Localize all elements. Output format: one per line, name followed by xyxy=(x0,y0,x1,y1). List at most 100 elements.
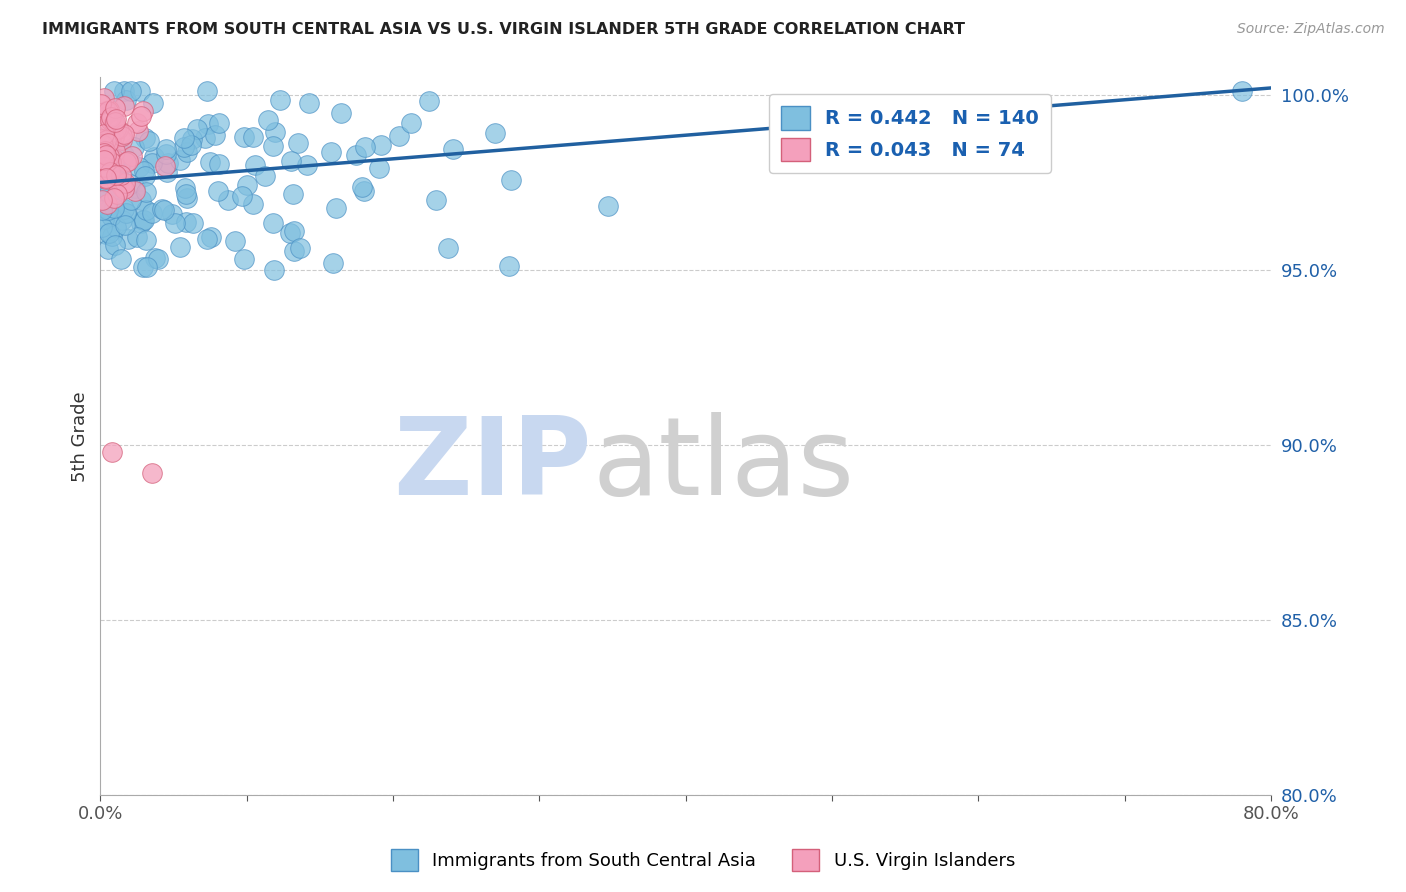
Point xyxy=(112,85,135,99)
Point xyxy=(107,173,129,187)
Point xyxy=(295,158,318,172)
Point xyxy=(108,161,131,175)
Point xyxy=(98,226,121,240)
Point xyxy=(350,179,373,194)
Point xyxy=(94,145,117,159)
Point xyxy=(354,140,377,154)
Point xyxy=(90,132,112,146)
Point xyxy=(135,202,157,217)
Point xyxy=(141,156,163,170)
Point xyxy=(181,131,204,145)
Point xyxy=(103,116,125,130)
Point xyxy=(117,154,139,169)
Point xyxy=(111,129,134,144)
Point xyxy=(322,256,344,270)
Point xyxy=(152,202,174,217)
Point xyxy=(134,131,156,145)
Point xyxy=(103,202,125,216)
Point xyxy=(160,207,183,221)
Point xyxy=(110,168,132,182)
Point xyxy=(242,197,264,211)
Legend: R = 0.442   N = 140, R = 0.043   N = 74: R = 0.442 N = 140, R = 0.043 N = 74 xyxy=(769,95,1050,173)
Point xyxy=(98,103,121,117)
Point xyxy=(112,127,135,141)
Point xyxy=(368,161,391,176)
Point xyxy=(90,139,112,153)
Point xyxy=(437,241,460,255)
Point xyxy=(121,149,143,163)
Point xyxy=(325,202,347,216)
Point xyxy=(132,260,155,274)
Point xyxy=(195,85,218,99)
Point xyxy=(425,193,447,207)
Point xyxy=(100,111,122,125)
Point xyxy=(91,142,114,156)
Point xyxy=(103,152,125,166)
Point xyxy=(235,178,257,193)
Point xyxy=(344,148,367,162)
Y-axis label: 5th Grade: 5th Grade xyxy=(72,391,89,482)
Point xyxy=(132,103,155,118)
Point xyxy=(150,202,173,216)
Point xyxy=(596,199,619,213)
Point xyxy=(94,103,117,118)
Point xyxy=(132,212,155,227)
Point xyxy=(157,156,180,170)
Point xyxy=(134,169,156,183)
Point xyxy=(169,153,191,167)
Point xyxy=(129,216,152,230)
Point xyxy=(96,171,118,186)
Point xyxy=(287,136,309,150)
Point xyxy=(103,130,125,145)
Point xyxy=(176,215,198,229)
Point xyxy=(498,260,520,274)
Point xyxy=(280,153,302,168)
Point xyxy=(91,137,114,152)
Point xyxy=(217,193,239,207)
Point xyxy=(155,165,177,179)
Point xyxy=(93,127,115,141)
Point xyxy=(124,181,146,195)
Point xyxy=(194,131,217,145)
Point xyxy=(198,155,221,169)
Point xyxy=(98,130,121,145)
Point xyxy=(90,106,112,120)
Point xyxy=(135,185,157,199)
Point xyxy=(93,212,115,227)
Point xyxy=(93,146,115,161)
Text: Source: ZipAtlas.com: Source: ZipAtlas.com xyxy=(1237,22,1385,37)
Point xyxy=(108,181,131,195)
Point xyxy=(90,203,112,218)
Point xyxy=(115,205,138,219)
Point xyxy=(96,147,118,161)
Point xyxy=(90,220,112,235)
Point xyxy=(142,96,165,111)
Point xyxy=(112,148,135,162)
Point xyxy=(174,186,197,201)
Point xyxy=(104,122,127,136)
Point xyxy=(114,176,136,190)
Text: atlas: atlas xyxy=(592,412,853,518)
Point xyxy=(283,244,305,259)
Point xyxy=(263,263,285,277)
Point xyxy=(91,167,114,181)
Point xyxy=(181,216,204,230)
Point xyxy=(97,104,120,119)
Point xyxy=(94,227,117,241)
Point xyxy=(107,187,129,202)
Point xyxy=(96,176,118,190)
Point xyxy=(283,224,305,238)
Point xyxy=(115,93,138,107)
Text: ZIP: ZIP xyxy=(394,412,592,518)
Point xyxy=(141,466,163,480)
Point xyxy=(97,242,120,256)
Point xyxy=(104,159,127,173)
Point xyxy=(256,113,278,128)
Point xyxy=(169,240,191,254)
Point xyxy=(138,134,160,148)
Point xyxy=(197,117,219,131)
Point xyxy=(93,91,115,105)
Point xyxy=(117,231,139,245)
Point xyxy=(283,187,305,202)
Point xyxy=(132,213,155,227)
